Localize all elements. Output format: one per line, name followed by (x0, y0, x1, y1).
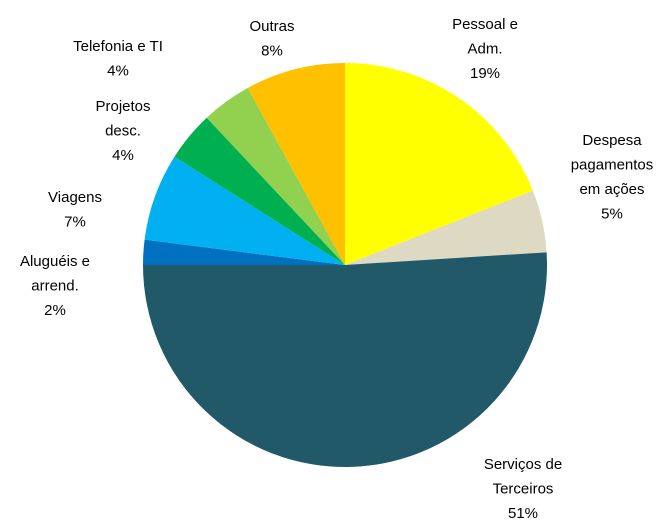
slice-label: Aluguéis e arrend. (20, 253, 90, 295)
value-label: 7% (64, 213, 86, 230)
value-label: 5% (601, 205, 623, 222)
value-label: 4% (112, 147, 134, 164)
value-label: 8% (261, 42, 283, 59)
pie-slice (143, 252, 548, 468)
label-line: Pessoal e (452, 16, 518, 33)
value-label: 2% (44, 302, 66, 319)
label-line: em ações (579, 181, 644, 198)
value-label: 4% (107, 62, 129, 79)
label-line: Terceiros (493, 480, 554, 497)
slice-label: Pessoal e Adm. (452, 16, 518, 58)
label-line: Outras (249, 18, 294, 35)
pie-slice (345, 63, 533, 265)
label-line: Serviços de (484, 456, 562, 473)
slice-label: Projetos desc. (95, 98, 150, 140)
label-line: Despesa (582, 132, 642, 149)
label-line: Aluguéis e (20, 253, 90, 270)
label-line: Projetos (95, 98, 150, 115)
label-line: desc. (105, 122, 141, 139)
pie-slice (247, 63, 345, 265)
pie-slice (174, 117, 345, 265)
slice-label: Serviços de Terceiros (484, 456, 562, 498)
label-line: Telefonia e TI (73, 38, 163, 55)
slice-label: Viagens (48, 189, 102, 206)
slice-label: Telefonia e TI (73, 38, 163, 55)
pie-slice (206, 87, 345, 265)
value-label: 19% (470, 65, 500, 82)
label-line: Viagens (48, 189, 102, 206)
pie-slice (345, 190, 547, 265)
slice-label: Despesa pagamentos em ações (571, 132, 654, 198)
label-line: Adm. (467, 40, 502, 57)
label-line: arrend. (31, 277, 79, 294)
pie-slice (144, 156, 345, 265)
pie-slice (143, 239, 345, 265)
value-label: 51% (508, 505, 538, 521)
label-line: pagamentos (571, 156, 654, 173)
slice-label: Outras (249, 18, 294, 35)
